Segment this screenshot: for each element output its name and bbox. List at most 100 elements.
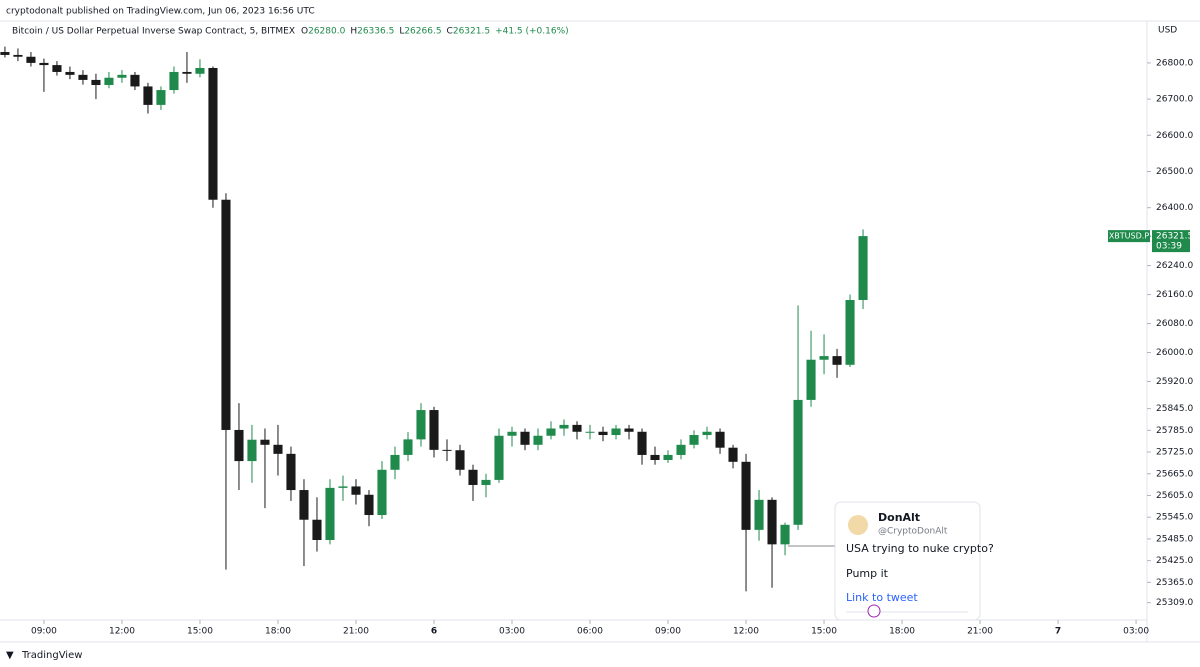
- candle-body: [390, 454, 400, 470]
- candle-body: [351, 486, 361, 495]
- y-tick-label: 25425.0: [1156, 556, 1193, 566]
- candle-body: [520, 431, 530, 445]
- ohlc-value: 26336.5: [357, 27, 394, 37]
- candle-body: [754, 499, 764, 530]
- y-tick-label: 26600.0: [1156, 131, 1193, 141]
- ohlc-value: 26321.5: [453, 27, 490, 37]
- candle-body: [819, 356, 829, 360]
- change: +41.5 (+0.16%): [495, 27, 569, 37]
- candle-body: [650, 454, 660, 461]
- candle-body: [0, 52, 10, 55]
- ohlc-value: 26280.0: [308, 27, 345, 37]
- candle-body: [182, 71, 192, 74]
- candle-body: [767, 499, 777, 545]
- candle-body: [858, 236, 868, 301]
- y-tick-label: 25365.0: [1156, 578, 1193, 588]
- x-tick-label: 18:00: [265, 627, 291, 637]
- candle-body: [728, 447, 738, 462]
- candle-body: [806, 359, 816, 400]
- x-tick-label: 6: [431, 627, 437, 637]
- ohlc-key: C: [447, 27, 453, 37]
- candle-body: [832, 356, 842, 365]
- candle-body: [91, 79, 101, 85]
- countdown-label: 03:39: [1156, 242, 1182, 252]
- candle-body: [104, 77, 114, 85]
- candle-body: [169, 71, 179, 91]
- candle-body: [455, 450, 465, 470]
- x-tick-label: 09:00: [31, 627, 57, 637]
- candle-body: [845, 300, 855, 365]
- card-icon: [867, 604, 881, 618]
- candle-body: [559, 424, 569, 429]
- candle-body: [52, 65, 62, 72]
- ohlc-key: L: [399, 27, 404, 37]
- candle-body: [442, 449, 452, 451]
- candle-body: [247, 439, 257, 462]
- symbol-badge: [1108, 230, 1150, 243]
- tweet-text: USA trying to nuke crypto?: [846, 542, 994, 555]
- tweet-link[interactable]: Link to tweet: [846, 591, 918, 604]
- tweet-text: Pump it: [846, 567, 889, 580]
- x-tick-label: 21:00: [967, 627, 993, 637]
- y-tick-label: 25665.0: [1156, 469, 1193, 479]
- author-handle: @CryptoDonAlt: [878, 527, 948, 537]
- ohlc-key: H: [350, 27, 357, 37]
- candle-body: [715, 431, 725, 448]
- candle-body: [26, 56, 36, 63]
- price-badge: [1152, 230, 1190, 253]
- candle-body: [793, 399, 803, 525]
- candle-body: [676, 444, 686, 455]
- candle-body: [598, 431, 608, 436]
- y-tick-label: 26400.0: [1156, 203, 1193, 213]
- tweet-card: DonAlt @CryptoDonAlt USA trying to nuke …: [788, 501, 994, 621]
- x-tick-label: 12:00: [733, 627, 759, 637]
- candle-body: [299, 490, 309, 520]
- candle-body: [39, 62, 49, 66]
- candle-body: [702, 431, 712, 436]
- candle-body: [416, 410, 426, 440]
- candle-body: [13, 54, 23, 57]
- y-tick-label: 25845.0: [1156, 404, 1193, 414]
- y-tick-label: 26500.0: [1156, 167, 1193, 177]
- x-tick-label: 7: [1055, 627, 1061, 637]
- candle-body: [325, 487, 335, 541]
- x-tick-label: 12:00: [109, 627, 135, 637]
- y-tick-label: 26240.0: [1156, 261, 1193, 271]
- plot: [0, 46, 868, 592]
- candle-body: [364, 494, 374, 516]
- currency-label: USD: [1158, 26, 1177, 36]
- ohlc-value: 26266.5: [404, 27, 441, 37]
- y-tick-label: 26080.0: [1156, 319, 1193, 329]
- y-tick-label: 26700.0: [1156, 95, 1193, 105]
- x-tick-label: 03:00: [1123, 627, 1149, 637]
- y-tick-label: 25920.0: [1156, 377, 1193, 387]
- x-tick-label: 03:00: [499, 627, 525, 637]
- candle-body: [273, 444, 283, 454]
- candle-body: [468, 469, 478, 485]
- y-tick-label: 25605.0: [1156, 491, 1193, 501]
- candle-body: [403, 439, 413, 455]
- candle-body: [312, 519, 322, 541]
- x-tick-label: 09:00: [655, 627, 681, 637]
- instrument: Bitcoin / US Dollar Perpetual Inverse Sw…: [12, 27, 295, 37]
- candle-body: [65, 71, 75, 75]
- last-price-label: 26321.5: [1156, 232, 1193, 242]
- candle-body: [208, 67, 218, 200]
- candle-body: [494, 435, 504, 480]
- candle-body: [286, 453, 296, 491]
- y-tick-label: 25785.0: [1156, 426, 1193, 436]
- candle-body: [637, 431, 647, 455]
- candle-body: [546, 428, 556, 436]
- candle-body: [221, 199, 231, 430]
- y-tick-label: 25725.0: [1156, 448, 1193, 458]
- candle-body: [689, 435, 699, 445]
- candle-body: [156, 90, 166, 105]
- candle-body: [143, 86, 153, 105]
- symbol-label: XBTUSD.P: [1109, 232, 1149, 241]
- y-tick-label: 26160.0: [1156, 290, 1193, 300]
- y-tick-label: 26000.0: [1156, 348, 1193, 358]
- x-tick-label: 15:00: [187, 627, 213, 637]
- published-line: cryptodonalt published on TradingView.co…: [6, 7, 315, 17]
- candle-body: [234, 429, 244, 462]
